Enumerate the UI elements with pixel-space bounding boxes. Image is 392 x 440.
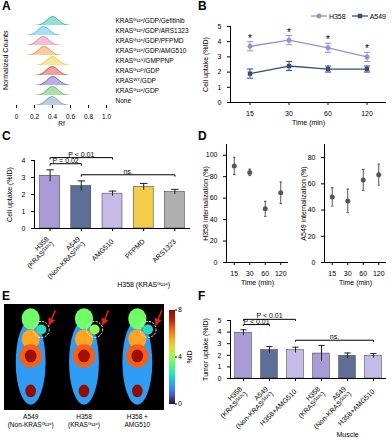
svg-text:PFPMD: PFPMD bbox=[124, 238, 146, 260]
svg-text:KRASᴳ¹²ⱽ/GMPPNP: KRASᴳ¹²ⱽ/GMPPNP bbox=[116, 57, 174, 64]
svg-text:A549 internalization (%): A549 internalization (%) bbox=[300, 166, 308, 240]
svg-text:H358+AMG510: H358+AMG510 bbox=[337, 388, 376, 427]
svg-text:0: 0 bbox=[178, 400, 182, 407]
svg-text:%ID: %ID bbox=[186, 350, 193, 363]
svg-text:*: * bbox=[326, 34, 330, 45]
svg-text:H358 +AMG510: H358 +AMG510 bbox=[125, 413, 151, 428]
svg-text:120: 120 bbox=[361, 110, 373, 117]
svg-text:1: 1 bbox=[218, 363, 222, 370]
svg-text:5: 5 bbox=[218, 317, 222, 324]
svg-text:KRASᴳ¹²ᶜ/GDP/PFPMD: KRASᴳ¹²ᶜ/GDP/PFPMD bbox=[116, 37, 184, 44]
svg-text:Tumor uptake (%ID): Tumor uptake (%ID) bbox=[202, 318, 210, 381]
svg-text:A549(Non-KRASᴳ¹²ᶜ): A549(Non-KRASᴳ¹²ᶜ) bbox=[8, 413, 54, 429]
svg-text:Time (min): Time (min) bbox=[241, 279, 274, 287]
svg-text:4: 4 bbox=[178, 353, 182, 360]
svg-text:0.2: 0.2 bbox=[30, 113, 39, 120]
svg-text:5: 5 bbox=[218, 23, 222, 30]
svg-text:*: * bbox=[365, 43, 369, 54]
svg-text:100: 100 bbox=[206, 151, 218, 158]
svg-text:15: 15 bbox=[246, 110, 254, 117]
svg-text:1: 1 bbox=[218, 84, 222, 91]
svg-text:60: 60 bbox=[359, 270, 367, 277]
svg-text:*: * bbox=[248, 33, 252, 44]
svg-text:40: 40 bbox=[210, 216, 218, 223]
svg-text:KRASᴳ¹²ᶜ/GDP/AMG510: KRASᴳ¹²ᶜ/GDP/AMG510 bbox=[116, 47, 187, 54]
svg-text:Time (min): Time (min) bbox=[339, 279, 372, 287]
svg-text:20: 20 bbox=[308, 233, 316, 240]
svg-text:A549(Non-KRASᴳ¹²ᶜ): A549(Non-KRASᴳ¹²ᶜ) bbox=[229, 385, 275, 431]
svg-text:KRASᴳ¹²ᴰ/GDP: KRASᴳ¹²ᴰ/GDP bbox=[116, 67, 160, 74]
svg-text:Rf: Rf bbox=[58, 120, 65, 127]
svg-text:30: 30 bbox=[246, 270, 254, 277]
svg-text:3: 3 bbox=[218, 53, 222, 60]
svg-text:1: 1 bbox=[22, 208, 26, 215]
svg-text:0: 0 bbox=[15, 113, 19, 120]
svg-text:0.4: 0.4 bbox=[48, 113, 57, 120]
svg-text:P = 0.02: P = 0.02 bbox=[53, 157, 79, 164]
svg-text:60: 60 bbox=[308, 180, 316, 187]
svg-text:0: 0 bbox=[218, 99, 222, 106]
svg-text:P < 0.01: P < 0.01 bbox=[256, 312, 282, 319]
svg-text:2: 2 bbox=[218, 352, 222, 359]
svg-text:KRASᴳ¹²ᶜ/GDP: KRASᴳ¹²ᶜ/GDP bbox=[116, 87, 159, 94]
svg-text:20: 20 bbox=[210, 237, 218, 244]
svg-text:A549(Non-KRASᴳ¹²ᶜ): A549(Non-KRASᴳ¹²ᶜ) bbox=[41, 235, 87, 281]
svg-text:H358 (KRASᴳ¹²ᶜ): H358 (KRASᴳ¹²ᶜ) bbox=[117, 281, 170, 289]
svg-text:AMG510: AMG510 bbox=[90, 238, 115, 263]
svg-text:KRASᴳ¹²ᶜ/GDP/ARS1323: KRASᴳ¹²ᶜ/GDP/ARS1323 bbox=[116, 27, 189, 34]
svg-text:1.0: 1.0 bbox=[102, 113, 111, 120]
svg-text:0.6: 0.6 bbox=[66, 113, 75, 120]
svg-text:0: 0 bbox=[218, 375, 222, 382]
svg-text:Cell uptake (%ID): Cell uptake (%ID) bbox=[6, 167, 14, 222]
svg-text:H358 internalization (%): H358 internalization (%) bbox=[202, 166, 210, 241]
svg-text:120: 120 bbox=[275, 270, 287, 277]
svg-text:Cell uptake (%ID): Cell uptake (%ID) bbox=[202, 37, 210, 92]
svg-text:A549(Non-KRASᴳ¹²ᶜ): A549(Non-KRASᴳ¹²ᶜ) bbox=[307, 385, 353, 431]
svg-text:KRASᴳ¹²ᶜ/GDP/Gefitinib: KRASᴳ¹²ᶜ/GDP/Gefitinib bbox=[116, 17, 185, 24]
svg-text:60: 60 bbox=[210, 194, 218, 201]
svg-text:H358+AMG510: H358+AMG510 bbox=[259, 388, 298, 427]
svg-text:15: 15 bbox=[328, 270, 336, 277]
svg-text:40: 40 bbox=[308, 206, 316, 213]
svg-text:15: 15 bbox=[230, 270, 238, 277]
svg-text:2: 2 bbox=[22, 191, 26, 198]
svg-text:*: * bbox=[287, 27, 291, 38]
svg-text:80: 80 bbox=[210, 173, 218, 180]
svg-text:4: 4 bbox=[218, 38, 222, 45]
svg-text:None: None bbox=[116, 97, 132, 104]
svg-text:80: 80 bbox=[308, 154, 316, 161]
svg-text:P < 0.01: P < 0.01 bbox=[68, 151, 94, 158]
svg-text:3: 3 bbox=[22, 174, 26, 181]
svg-text:60: 60 bbox=[324, 110, 332, 117]
svg-text:H358(KRASᴳ¹²ᶜ): H358(KRASᴳ¹²ᶜ) bbox=[21, 235, 56, 270]
svg-text:3: 3 bbox=[218, 340, 222, 347]
svg-text:ARS1323: ARS1323 bbox=[151, 238, 177, 264]
svg-text:2: 2 bbox=[218, 68, 222, 75]
svg-text:0.8: 0.8 bbox=[84, 113, 93, 120]
svg-text:Muscle: Muscle bbox=[336, 431, 358, 438]
svg-text:0: 0 bbox=[214, 259, 218, 266]
svg-text:4: 4 bbox=[22, 157, 26, 164]
svg-text:KRASᵂᵀ/GDP: KRASᵂᵀ/GDP bbox=[116, 77, 156, 84]
svg-text:30: 30 bbox=[285, 110, 293, 117]
svg-text:30: 30 bbox=[344, 270, 352, 277]
svg-text:Time (min): Time (min) bbox=[292, 119, 325, 127]
svg-text:60: 60 bbox=[261, 270, 269, 277]
svg-text:120: 120 bbox=[373, 270, 385, 277]
svg-text:0: 0 bbox=[312, 259, 316, 266]
svg-text:ns.: ns. bbox=[330, 333, 339, 340]
svg-text:4: 4 bbox=[218, 328, 222, 335]
svg-text:8: 8 bbox=[178, 306, 182, 313]
svg-text:ns.: ns. bbox=[123, 168, 132, 175]
svg-text:H358(KRASᴳ¹²ᶜ): H358(KRASᴳ¹²ᶜ) bbox=[68, 413, 100, 429]
svg-text:0: 0 bbox=[22, 225, 26, 232]
